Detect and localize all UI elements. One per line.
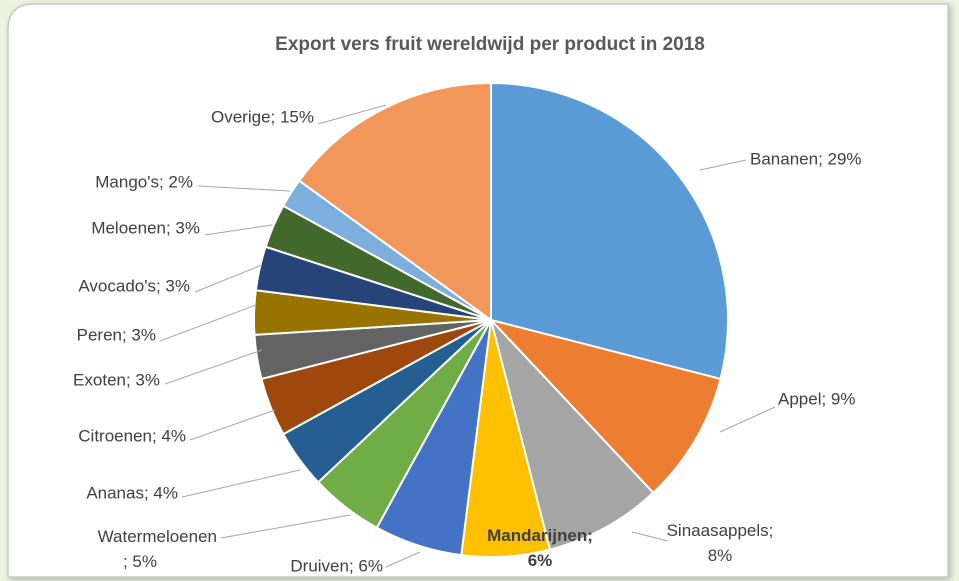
leader-line xyxy=(699,159,747,171)
leader-line xyxy=(159,304,257,342)
pie-slice xyxy=(297,81,492,322)
leader-line xyxy=(220,514,351,539)
data-label: Avocado's; 3% xyxy=(78,276,190,295)
pie-slice xyxy=(490,319,655,551)
data-label: Watermeloenen; 5% xyxy=(98,527,217,571)
leader-line xyxy=(194,264,263,293)
data-label: Sinaasappels; 8% xyxy=(667,521,774,565)
chart-title: Export vers fruit wereldwijd per product… xyxy=(275,34,705,55)
data-label: Mango's; 2% xyxy=(95,172,193,191)
data-label: Ananas; 4% xyxy=(86,483,178,502)
data-label: Mandarijnen; 6% xyxy=(487,526,593,570)
data-label: Druiven; 6% xyxy=(290,556,383,575)
pie-slice xyxy=(490,81,729,381)
data-label: Bananen; 29% xyxy=(750,149,862,168)
leader-line xyxy=(385,551,421,568)
data-label: Citroenen; 4% xyxy=(78,426,186,445)
leader-line xyxy=(317,104,387,125)
leader-line xyxy=(204,224,273,236)
leader-line xyxy=(181,469,301,498)
pie-slice xyxy=(487,318,722,495)
data-label: Peren; 3% xyxy=(77,325,156,344)
leader-line xyxy=(631,531,669,542)
leader-line xyxy=(164,349,263,385)
leader-line xyxy=(719,406,776,433)
data-label: Meloenen; 3% xyxy=(91,218,200,237)
leader-line xyxy=(189,409,276,441)
data-label: Exoten; 3% xyxy=(73,370,160,389)
data-label: Appel; 9% xyxy=(778,389,856,408)
data-label: Overige; 15% xyxy=(211,107,314,126)
leader-line xyxy=(197,185,291,192)
